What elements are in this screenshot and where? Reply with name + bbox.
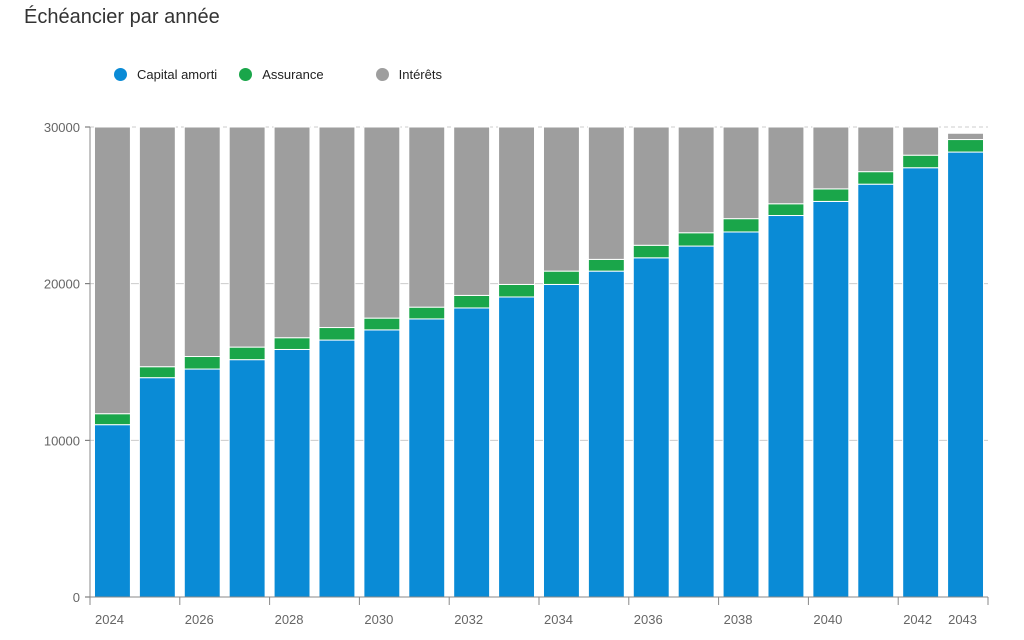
x-tick-label-2024: 2024	[95, 612, 124, 627]
bar-interets-2043[interactable]	[947, 132, 985, 141]
bar-interets-2025[interactable]	[138, 126, 176, 368]
bar-assurance-2031[interactable]	[408, 306, 446, 320]
bar-capital-amorti-2043[interactable]	[947, 151, 985, 598]
y-tick-label-0: 0	[73, 590, 80, 605]
y-tick-label-30000: 30000	[44, 120, 80, 135]
bar-assurance-2025[interactable]	[138, 366, 176, 379]
bar-interets-2027[interactable]	[228, 126, 266, 348]
bar-assurance-2038[interactable]	[722, 218, 760, 233]
chart-legend: Capital amorti Assurance Intérêts	[114, 64, 464, 84]
bar-interets-2037[interactable]	[677, 126, 715, 234]
bar-capital-amorti-2036[interactable]	[632, 257, 670, 598]
x-tick-label-2034: 2034	[544, 612, 573, 627]
bar-interets-2039[interactable]	[767, 126, 805, 205]
bar-assurance-2042[interactable]	[902, 154, 940, 169]
bar-assurance-2039[interactable]	[767, 203, 805, 217]
legend-dot-interets	[375, 67, 389, 81]
bar-interets-2032[interactable]	[453, 126, 491, 296]
bar-interets-2030[interactable]	[363, 126, 401, 319]
bar-assurance-2027[interactable]	[228, 346, 266, 361]
bar-interets-2034[interactable]	[542, 126, 580, 272]
bar-capital-amorti-2038[interactable]	[722, 231, 760, 598]
bar-capital-amorti-2037[interactable]	[677, 245, 715, 598]
bar-assurance-2040[interactable]	[812, 188, 850, 202]
bar-interets-2028[interactable]	[273, 126, 311, 339]
y-tick-label-20000: 20000	[44, 277, 80, 292]
bar-interets-2033[interactable]	[498, 126, 536, 285]
bar-capital-amorti-2040[interactable]	[812, 200, 850, 598]
legend-dot-assurance	[239, 67, 253, 81]
x-tick-label-2036: 2036	[634, 612, 663, 627]
x-tick-label-2040: 2040	[813, 612, 842, 627]
chart-title: Échéancier par année	[24, 6, 220, 28]
bar-assurance-2033[interactable]	[498, 283, 536, 298]
bar-interets-2031[interactable]	[408, 126, 446, 308]
bar-assurance-2024[interactable]	[93, 413, 131, 426]
bar-capital-amorti-2029[interactable]	[318, 339, 356, 598]
legend-item-interets[interactable]: Intérêts	[375, 66, 442, 82]
bars	[93, 126, 985, 598]
bar-capital-amorti-2024[interactable]	[93, 424, 131, 598]
legend-item-assurance[interactable]: Assurance	[239, 66, 324, 82]
bar-capital-amorti-2025[interactable]	[138, 377, 176, 598]
bar-capital-amorti-2039[interactable]	[767, 215, 805, 598]
bar-interets-2042[interactable]	[902, 126, 940, 156]
bar-interets-2026[interactable]	[183, 126, 221, 358]
bar-capital-amorti-2035[interactable]	[587, 270, 625, 598]
bar-interets-2041[interactable]	[857, 126, 895, 173]
bar-assurance-2032[interactable]	[453, 294, 491, 309]
bar-capital-amorti-2030[interactable]	[363, 329, 401, 598]
bar-assurance-2028[interactable]	[273, 337, 311, 350]
bar-capital-amorti-2041[interactable]	[857, 183, 895, 598]
bar-assurance-2034[interactable]	[542, 270, 580, 285]
x-tick-label-2028: 2028	[275, 612, 304, 627]
x-tick-label-2030: 2030	[364, 612, 393, 627]
bar-interets-2029[interactable]	[318, 126, 356, 329]
bar-assurance-2026[interactable]	[183, 356, 221, 370]
bar-capital-amorti-2042[interactable]	[902, 167, 940, 598]
bar-assurance-2037[interactable]	[677, 232, 715, 247]
x-tick-label-2042: 2042	[903, 612, 932, 627]
bar-interets-2038[interactable]	[722, 126, 760, 220]
x-tick-label-2032: 2032	[454, 612, 483, 627]
legend-item-capital-amorti[interactable]: Capital amorti	[114, 67, 217, 82]
axes: 0 10000 20000 30000 2024 2026 2028 2030 2032 2034…	[44, 120, 989, 627]
bar-interets-2036[interactable]	[632, 126, 670, 246]
grid-lines	[90, 126, 988, 441]
bar-interets-2040[interactable]	[812, 126, 850, 190]
legend-label-capital-amorti: Capital amorti	[137, 66, 218, 82]
bar-capital-amorti-2028[interactable]	[273, 348, 311, 598]
bar-capital-amorti-2031[interactable]	[408, 318, 446, 598]
bar-assurance-2036[interactable]	[632, 244, 670, 259]
y-tick-label-10000: 10000	[44, 433, 80, 448]
legend-dot-capital-amorti	[114, 67, 127, 81]
bar-interets-2035[interactable]	[587, 126, 625, 260]
x-tick-label-2043: 2043	[948, 612, 977, 627]
bar-capital-amorti-2032[interactable]	[453, 307, 491, 598]
bar-capital-amorti-2033[interactable]	[498, 296, 536, 598]
bar-assurance-2043[interactable]	[947, 139, 985, 153]
legend-label-assurance: Assurance	[262, 66, 324, 82]
bar-capital-amorti-2034[interactable]	[542, 283, 580, 598]
bar-assurance-2029[interactable]	[318, 327, 356, 341]
bar-interets-2024[interactable]	[93, 126, 131, 415]
bar-capital-amorti-2027[interactable]	[228, 359, 266, 598]
bar-assurance-2035[interactable]	[587, 258, 625, 272]
x-tick-label-2026: 2026	[185, 612, 214, 627]
legend-label-interets: Intérêts	[398, 66, 442, 82]
x-tick-label-2038: 2038	[724, 612, 753, 627]
bar-assurance-2030[interactable]	[363, 317, 401, 331]
bar-assurance-2041[interactable]	[857, 171, 895, 185]
bar-capital-amorti-2026[interactable]	[183, 368, 221, 598]
